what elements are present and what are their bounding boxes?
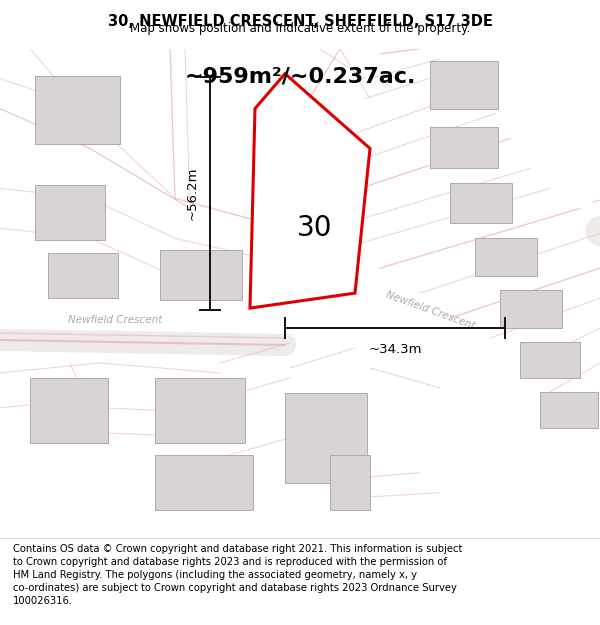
Bar [540,392,598,428]
Bar [330,455,370,509]
Text: Newfield Crescent: Newfield Crescent [68,315,162,325]
Text: ~56.2m: ~56.2m [185,167,199,220]
Bar [500,290,562,328]
Bar [30,378,108,442]
Bar [155,378,245,442]
Bar [520,342,580,378]
Bar [430,126,498,169]
Text: ~959m²/~0.237ac.: ~959m²/~0.237ac. [184,67,416,87]
Bar [155,455,253,509]
Bar [450,183,512,223]
Bar [285,393,367,482]
Bar [48,253,118,298]
Bar [430,61,498,109]
Text: Contains OS data © Crown copyright and database right 2021. This information is : Contains OS data © Crown copyright and d… [13,544,463,606]
Bar [35,76,120,144]
Text: 30: 30 [297,214,333,243]
Bar [160,250,242,300]
Text: Newfield Crescent: Newfield Crescent [384,289,476,331]
Bar [35,186,105,240]
Bar [475,238,537,276]
Text: 30, NEWFIELD CRESCENT, SHEFFIELD, S17 3DE: 30, NEWFIELD CRESCENT, SHEFFIELD, S17 3D… [107,14,493,29]
Text: Map shows position and indicative extent of the property.: Map shows position and indicative extent… [130,22,470,35]
Text: ~34.3m: ~34.3m [368,343,422,356]
Polygon shape [250,74,370,308]
